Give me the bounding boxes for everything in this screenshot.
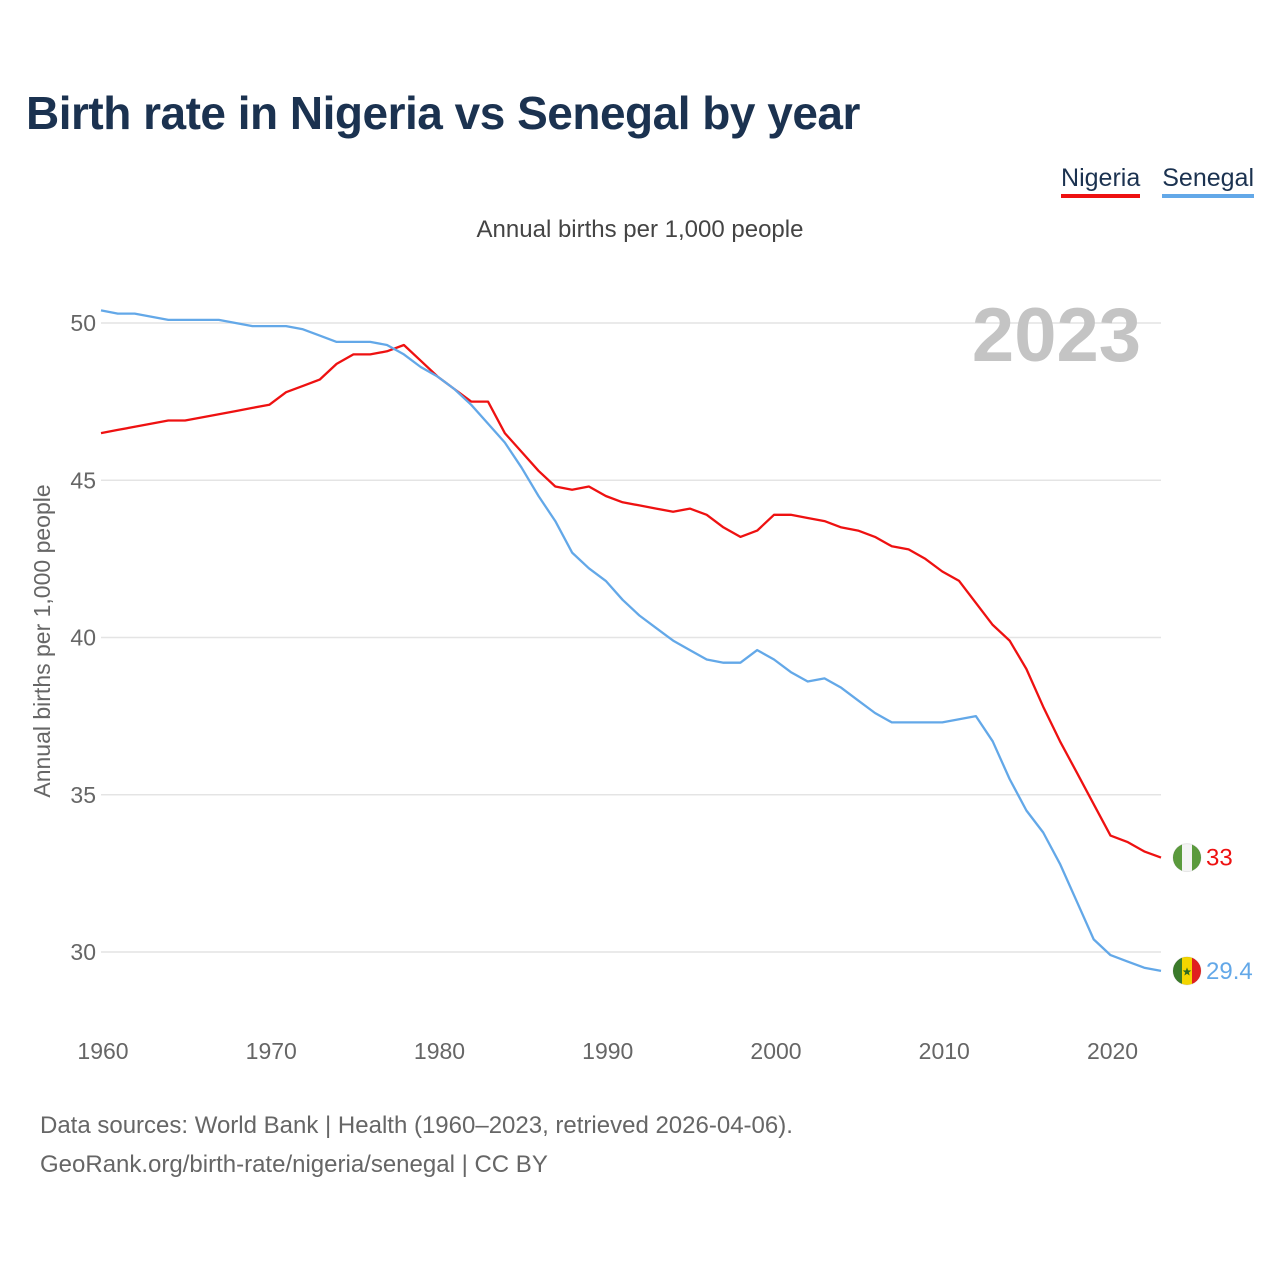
x-tick-label-2010: 2010 (919, 1038, 970, 1064)
legend-item-nigeria[interactable]: Nigeria (1061, 164, 1141, 198)
y-tick-label-50: 50 (70, 310, 96, 336)
flag-outline-nigeria (1172, 843, 1202, 873)
flag-nigeria-right-band (1192, 843, 1201, 872)
legend-item-senegal[interactable]: Senegal (1162, 164, 1254, 198)
footer: Data sources: World Bank | Health (1960–… (40, 1106, 793, 1184)
x-tick-label-2020: 2020 (1087, 1038, 1138, 1064)
x-tick-label-1960: 1960 (77, 1038, 128, 1064)
series-line-nigeria (100, 343, 1162, 859)
x-tick-label-1990: 1990 (582, 1038, 633, 1064)
year-label: 2023 (972, 293, 1141, 378)
flag-senegal-left-band (1173, 956, 1182, 985)
y-tick-label-40: 40 (70, 625, 96, 651)
flag-senegal-right-band (1192, 956, 1201, 985)
legend: Nigeria Senegal (1061, 164, 1254, 198)
y-axis-label: Annual births per 1,000 people (29, 484, 55, 797)
series-line-senegal (100, 309, 1162, 973)
flag-senegal (1173, 956, 1201, 985)
attribution-text: GeoRank.org/birth-rate/nigeria/senegal |… (40, 1151, 548, 1178)
end-label-nigeria: 33 (1206, 845, 1233, 872)
y-tick-label-45: 45 (70, 467, 96, 493)
flag-senegal-star (1182, 967, 1192, 976)
flag-nigeria-left-band (1173, 843, 1182, 872)
flag-outline-senegal (1172, 956, 1202, 986)
x-tick-label-2000: 2000 (750, 1038, 801, 1064)
chart-title: Birth rate in Nigeria vs Senegal by year (26, 87, 860, 139)
y-tick-label-35: 35 (70, 782, 96, 808)
end-label-senegal: 29.4 (1206, 958, 1253, 985)
x-tick-label-1980: 1980 (414, 1038, 465, 1064)
flag-nigeria (1173, 843, 1201, 872)
data-source-text: Data sources: World Bank | Health (1960–… (40, 1112, 793, 1139)
flag-nigeria-center-band (1182, 843, 1192, 872)
x-tick-label-1970: 1970 (246, 1038, 297, 1064)
y-tick-label-30: 30 (70, 939, 96, 965)
chart-subtitle: Annual births per 1,000 people (476, 216, 804, 243)
